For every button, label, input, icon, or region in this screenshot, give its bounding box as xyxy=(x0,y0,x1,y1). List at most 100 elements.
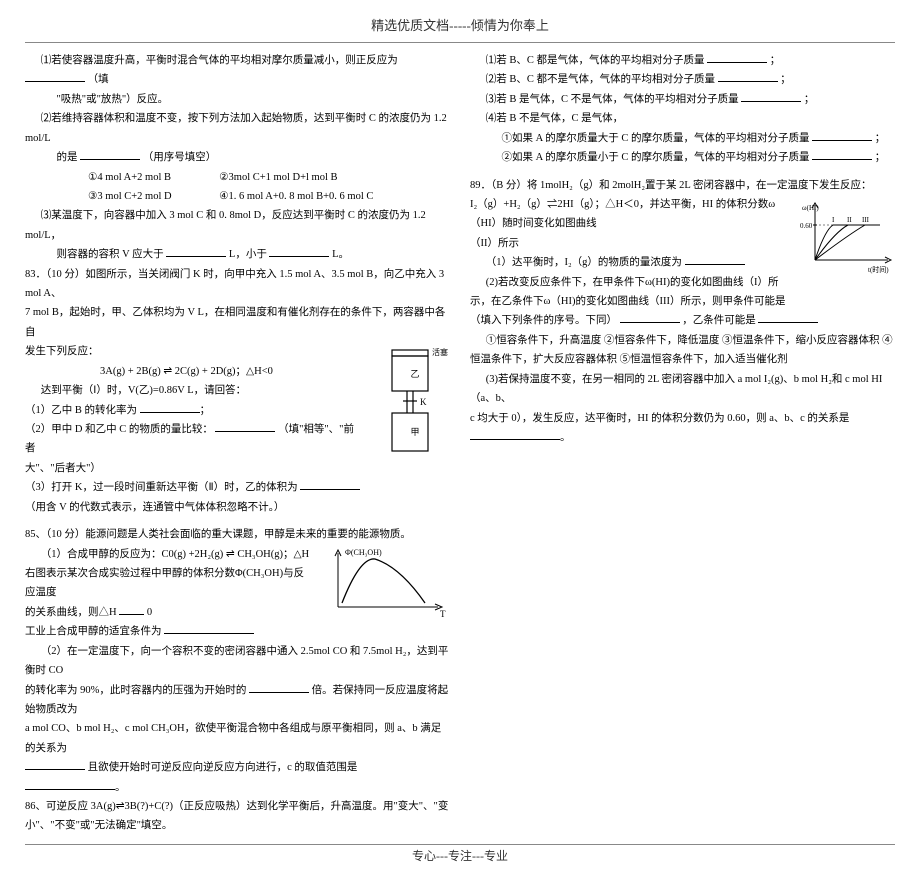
opts-row2: ③3 mol C+2 mol D ④1. 6 mol A+0. 8 mol B+… xyxy=(25,187,450,206)
blank xyxy=(685,254,745,265)
r2: ⑵若 B、C 都不是气体，气体的平均相对分子质量 ； xyxy=(470,70,895,89)
q85-q2-line2: 的转化率为 90%，此时容器内的压强为开始时的 倍。若保持同一反应温度将起始物质… xyxy=(25,681,450,720)
blank xyxy=(140,402,200,413)
right-column: ⑴若 B、C 都是气体，气体的平均相对分子质量 ； ⑵若 B、C 都不是气体，气… xyxy=(470,51,895,836)
two-column-layout: ⑴若使容器温度升高，平衡时混合气体的平均相对摩尔质量减小，则正反应为 （填 "吸… xyxy=(25,51,895,836)
r3: ⑶若 B 是气体，C 不是气体，气体的平均相对分子质量 ； xyxy=(470,90,895,109)
blank xyxy=(164,623,254,634)
r1-end: ； xyxy=(770,55,781,66)
blank xyxy=(812,149,872,160)
q2-text2: 的是 xyxy=(57,152,78,163)
line2-label: II xyxy=(847,216,852,224)
apparatus-svg: 活塞 乙 K 甲 xyxy=(370,345,450,460)
q2-line2: 的是 （用序号填空） xyxy=(25,148,450,167)
q83-line1: 83．（10 分）如图所示，当关闭阀门 K 时，向甲中充入 1.5 mol A、… xyxy=(25,265,450,304)
hi-x-label: t(时间) xyxy=(868,265,889,274)
q85-line3-text: 的关系曲线，则△H xyxy=(25,607,117,618)
q85-line4: 工业上合成甲醇的适宜条件为 xyxy=(25,622,450,641)
blank xyxy=(269,246,329,257)
q85-q2-line2-text: 的转化率为 90%，此时容器内的压强为开始时的 xyxy=(25,685,246,696)
document-page: 精选优质文档-----倾情为你奉上 ⑴若使容器温度升高，平衡时混合气体的平均相对… xyxy=(0,0,920,869)
q3-line2: 则容器的容积 V 应大于 L，小于 L。 xyxy=(25,245,450,264)
r4-line2-end: ； xyxy=(875,133,886,144)
q86-line2: 小"、"不变"或"无法确定"填空。 xyxy=(25,816,450,835)
chart-y-label: Φ(CH₃OH) xyxy=(345,548,382,557)
q86: 86、可逆反应 3A(g)⇌3B(?)+C(?)（正反应吸热）达到化学平衡后，升… xyxy=(25,797,450,816)
q1-text: ⑴若使容器温度升高，平衡时混合气体的平均相对摩尔质量减小，则正反应为 xyxy=(41,55,398,66)
q89-opts: ①恒容条件下，升高温度 ②恒容条件下，降低温度 ③恒温条件下，缩小反应容器体积 … xyxy=(470,331,895,350)
q85-line4-text: 工业上合成甲醇的适宜条件为 xyxy=(25,626,162,637)
page-header: 精选优质文档-----倾情为你奉上 xyxy=(25,15,895,34)
opt3: ③3 mol C+2 mol D xyxy=(57,187,217,206)
top-divider xyxy=(25,42,895,43)
q85-q2-line4-text: 且欲使开始时可逆反应向逆反应方向进行，c 的取值范围是 xyxy=(88,762,358,773)
blank xyxy=(758,312,818,323)
q3-text2: 则容器的容积 V 应大于 xyxy=(57,249,164,260)
r2-text: ⑵若 B、C 都不是气体，气体的平均相对分子质量 xyxy=(486,74,715,85)
q85-q2: （2）在一定温度下，向一个容积不变的密闭容器中通入 2.5mol CO 和 7.… xyxy=(25,642,450,681)
q2-suffix: （用序号填空） xyxy=(143,152,217,163)
q83-q1-text: （1）乙中 B 的转化率为 xyxy=(25,405,137,416)
line3-label: III xyxy=(862,216,870,224)
q89-q1-text: （1）达平衡时，I₂（g）的物质的量浓度为 xyxy=(486,257,682,268)
hi-y-val: 0.60 xyxy=(800,222,813,230)
q89-q2-line3: （填入下列条件的序号。下同） ，乙条件可能是 xyxy=(470,311,895,330)
hi-chart: ω(HI) 0.60 I II III t(时间) xyxy=(800,200,895,275)
r4: ⑷若 B 不是气体，C 是气体， xyxy=(470,109,895,128)
r2-end: ； xyxy=(780,74,791,85)
q89-opts2: 恒温条件下，扩大反应容器体积 ⑤恒温恒容条件下，加入适当催化剂 xyxy=(470,350,895,369)
blank xyxy=(620,312,680,323)
hi-y-label: ω(HI) xyxy=(802,204,819,212)
opts-row1: ①4 mol A+2 mol B ②3mol C+1 mol D+l mol B xyxy=(25,168,450,187)
blank xyxy=(119,604,144,615)
left-column: ⑴若使容器温度升高，平衡时混合气体的平均相对摩尔质量减小，则正反应为 （填 "吸… xyxy=(25,51,450,836)
q89: 89．（B 分）将 1molH₂（g）和 2molH₂置于某 2L 密闭容器中，… xyxy=(470,176,895,195)
blank xyxy=(707,52,767,63)
r3-end: ； xyxy=(804,94,815,105)
r4-line2-text: ①如果 A 的摩尔质量大于 C 的摩尔质量，气体的平均相对分子质量 xyxy=(502,133,810,144)
q89-q3-line2-text: c 均大于 0），发生反应，达平衡时，HI 的体积分数仍为 0.60，则 a、b… xyxy=(470,413,849,424)
q89-q3-line2: c 均大于 0），发生反应，达平衡时，HI 的体积分数仍为 0.60，则 a、b… xyxy=(470,409,895,448)
blank xyxy=(80,149,140,160)
q83-q3: （3）打开 K，过一段时间重新达平衡（Ⅱ）时，乙的体积为 xyxy=(25,478,450,497)
q83-line2: 7 mol B，起始时，甲、乙体积均为 V L，在相同温度和有催化剂存在的条件下… xyxy=(25,303,450,342)
blank xyxy=(300,479,360,490)
blank xyxy=(812,130,872,141)
opt1: ①4 mol A+2 mol B xyxy=(57,168,217,187)
q83-q2-line2: 大"、"后者大"） xyxy=(25,459,450,478)
apparatus-diagram: 活塞 乙 K 甲 xyxy=(370,345,450,460)
r4-line3: ②如果 A 的摩尔质量小于 C 的摩尔质量，气体的平均相对分子质量 ； xyxy=(470,148,895,167)
r1: ⑴若 B、C 都是气体，气体的平均相对分子质量 ； xyxy=(470,51,895,70)
q89-q2: (2)若改变反应条件下，在甲条件下ω(HI)的变化如图曲线（I）所 xyxy=(470,273,895,292)
q85-q2-line4: 且欲使开始时可逆反应向逆反应方向进行，c 的取值范围是 。 xyxy=(25,758,450,797)
line1-label: I xyxy=(832,216,835,224)
blank xyxy=(25,779,115,790)
top-label: 乙 xyxy=(410,369,419,379)
chart-svg: Φ(CH₃OH) T xyxy=(320,545,450,620)
k-label: K xyxy=(420,397,427,407)
q89-q2-line3-mid: ，乙条件可能是 xyxy=(682,315,756,326)
page-footer: 专心---专注---专业 xyxy=(25,847,895,864)
opt4: ④1. 6 mol A+0. 8 mol B+0. 6 mol C xyxy=(219,191,373,202)
bot-label: 甲 xyxy=(410,427,419,437)
q85-q2-line3: a mol CO、b mol H₂、c mol CH₃OH，欲使平衡混合物中各组… xyxy=(25,719,450,758)
blank xyxy=(470,429,560,440)
r3-text: ⑶若 B 是气体，C 不是气体，气体的平均相对分子质量 xyxy=(486,94,739,105)
blank xyxy=(166,246,226,257)
valve-label: 活塞 xyxy=(432,347,448,357)
blank xyxy=(249,682,309,693)
opt2: ②3mol C+1 mol D+l mol B xyxy=(219,172,337,183)
q3-mid: L，小于 xyxy=(229,249,267,260)
q1-line1: ⑴若使容器温度升高，平衡时混合气体的平均相对摩尔质量减小，则正反应为 （填 xyxy=(25,51,450,90)
q1-suffix: （填 xyxy=(88,74,109,85)
q89-q2-line2: 示，在乙条件下ω（HI)的变化如图曲线（III）所示，则甲条件可能是 xyxy=(470,292,895,311)
q2-line1: ⑵若维持容器体积和温度不变，按下列方法加入起始物质，达到平衡时 C 的浓度仍为 … xyxy=(25,109,450,148)
q1-line2: "吸热"或"放热"）反应。 xyxy=(25,90,450,109)
q85: 85、（10 分）能源问题是人类社会面临的重大课题，甲醇是未来的重要的能源物质。 xyxy=(25,525,450,544)
blank xyxy=(718,71,778,82)
blank xyxy=(25,71,85,82)
r4-line3-text: ②如果 A 的摩尔质量小于 C 的摩尔质量，气体的平均相对分子质量 xyxy=(502,152,810,163)
methanol-chart: Φ(CH₃OH) T xyxy=(320,545,450,620)
chart-x-label: T xyxy=(440,609,446,619)
q89-q2-line3-text: （填入下列条件的序号。下同） xyxy=(470,315,617,326)
